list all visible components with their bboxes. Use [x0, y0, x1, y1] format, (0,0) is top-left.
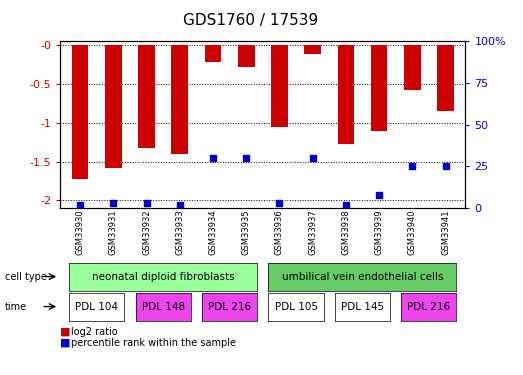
Text: umbilical vein endothelial cells: umbilical vein endothelial cells	[282, 272, 443, 282]
Text: ■: ■	[60, 338, 71, 348]
Text: cell type: cell type	[5, 272, 47, 282]
Bar	[172, 45, 188, 154]
Point	[209, 155, 217, 161]
Text: PDL 216: PDL 216	[407, 302, 450, 312]
Point	[275, 200, 283, 206]
Bar	[337, 45, 354, 144]
Text: neonatal diploid fibroblasts: neonatal diploid fibroblasts	[92, 272, 234, 282]
Bar	[238, 45, 255, 67]
Point	[441, 164, 450, 170]
Bar	[271, 45, 288, 127]
Text: PDL 148: PDL 148	[142, 302, 185, 312]
Point	[408, 164, 416, 170]
Point	[109, 200, 118, 206]
Point	[176, 202, 184, 208]
Point	[76, 202, 84, 208]
Text: ■: ■	[60, 327, 71, 337]
Point	[142, 200, 151, 206]
Bar	[138, 45, 155, 148]
Text: percentile rank within the sample: percentile rank within the sample	[71, 338, 235, 348]
Bar	[204, 45, 221, 62]
Point	[242, 155, 251, 161]
Bar	[404, 45, 420, 90]
Bar	[304, 45, 321, 54]
Text: PDL 104: PDL 104	[75, 302, 118, 312]
Text: PDL 105: PDL 105	[275, 302, 317, 312]
Text: PDL 145: PDL 145	[341, 302, 384, 312]
Point	[375, 192, 383, 198]
Text: log2 ratio: log2 ratio	[71, 327, 117, 337]
Bar	[437, 45, 454, 111]
Text: time: time	[5, 302, 27, 312]
Point	[309, 155, 317, 161]
Point	[342, 202, 350, 208]
Bar	[371, 45, 388, 130]
Text: GDS1760 / 17539: GDS1760 / 17539	[183, 13, 319, 28]
Bar	[105, 45, 122, 168]
Text: PDL 216: PDL 216	[208, 302, 251, 312]
Bar	[72, 45, 88, 178]
